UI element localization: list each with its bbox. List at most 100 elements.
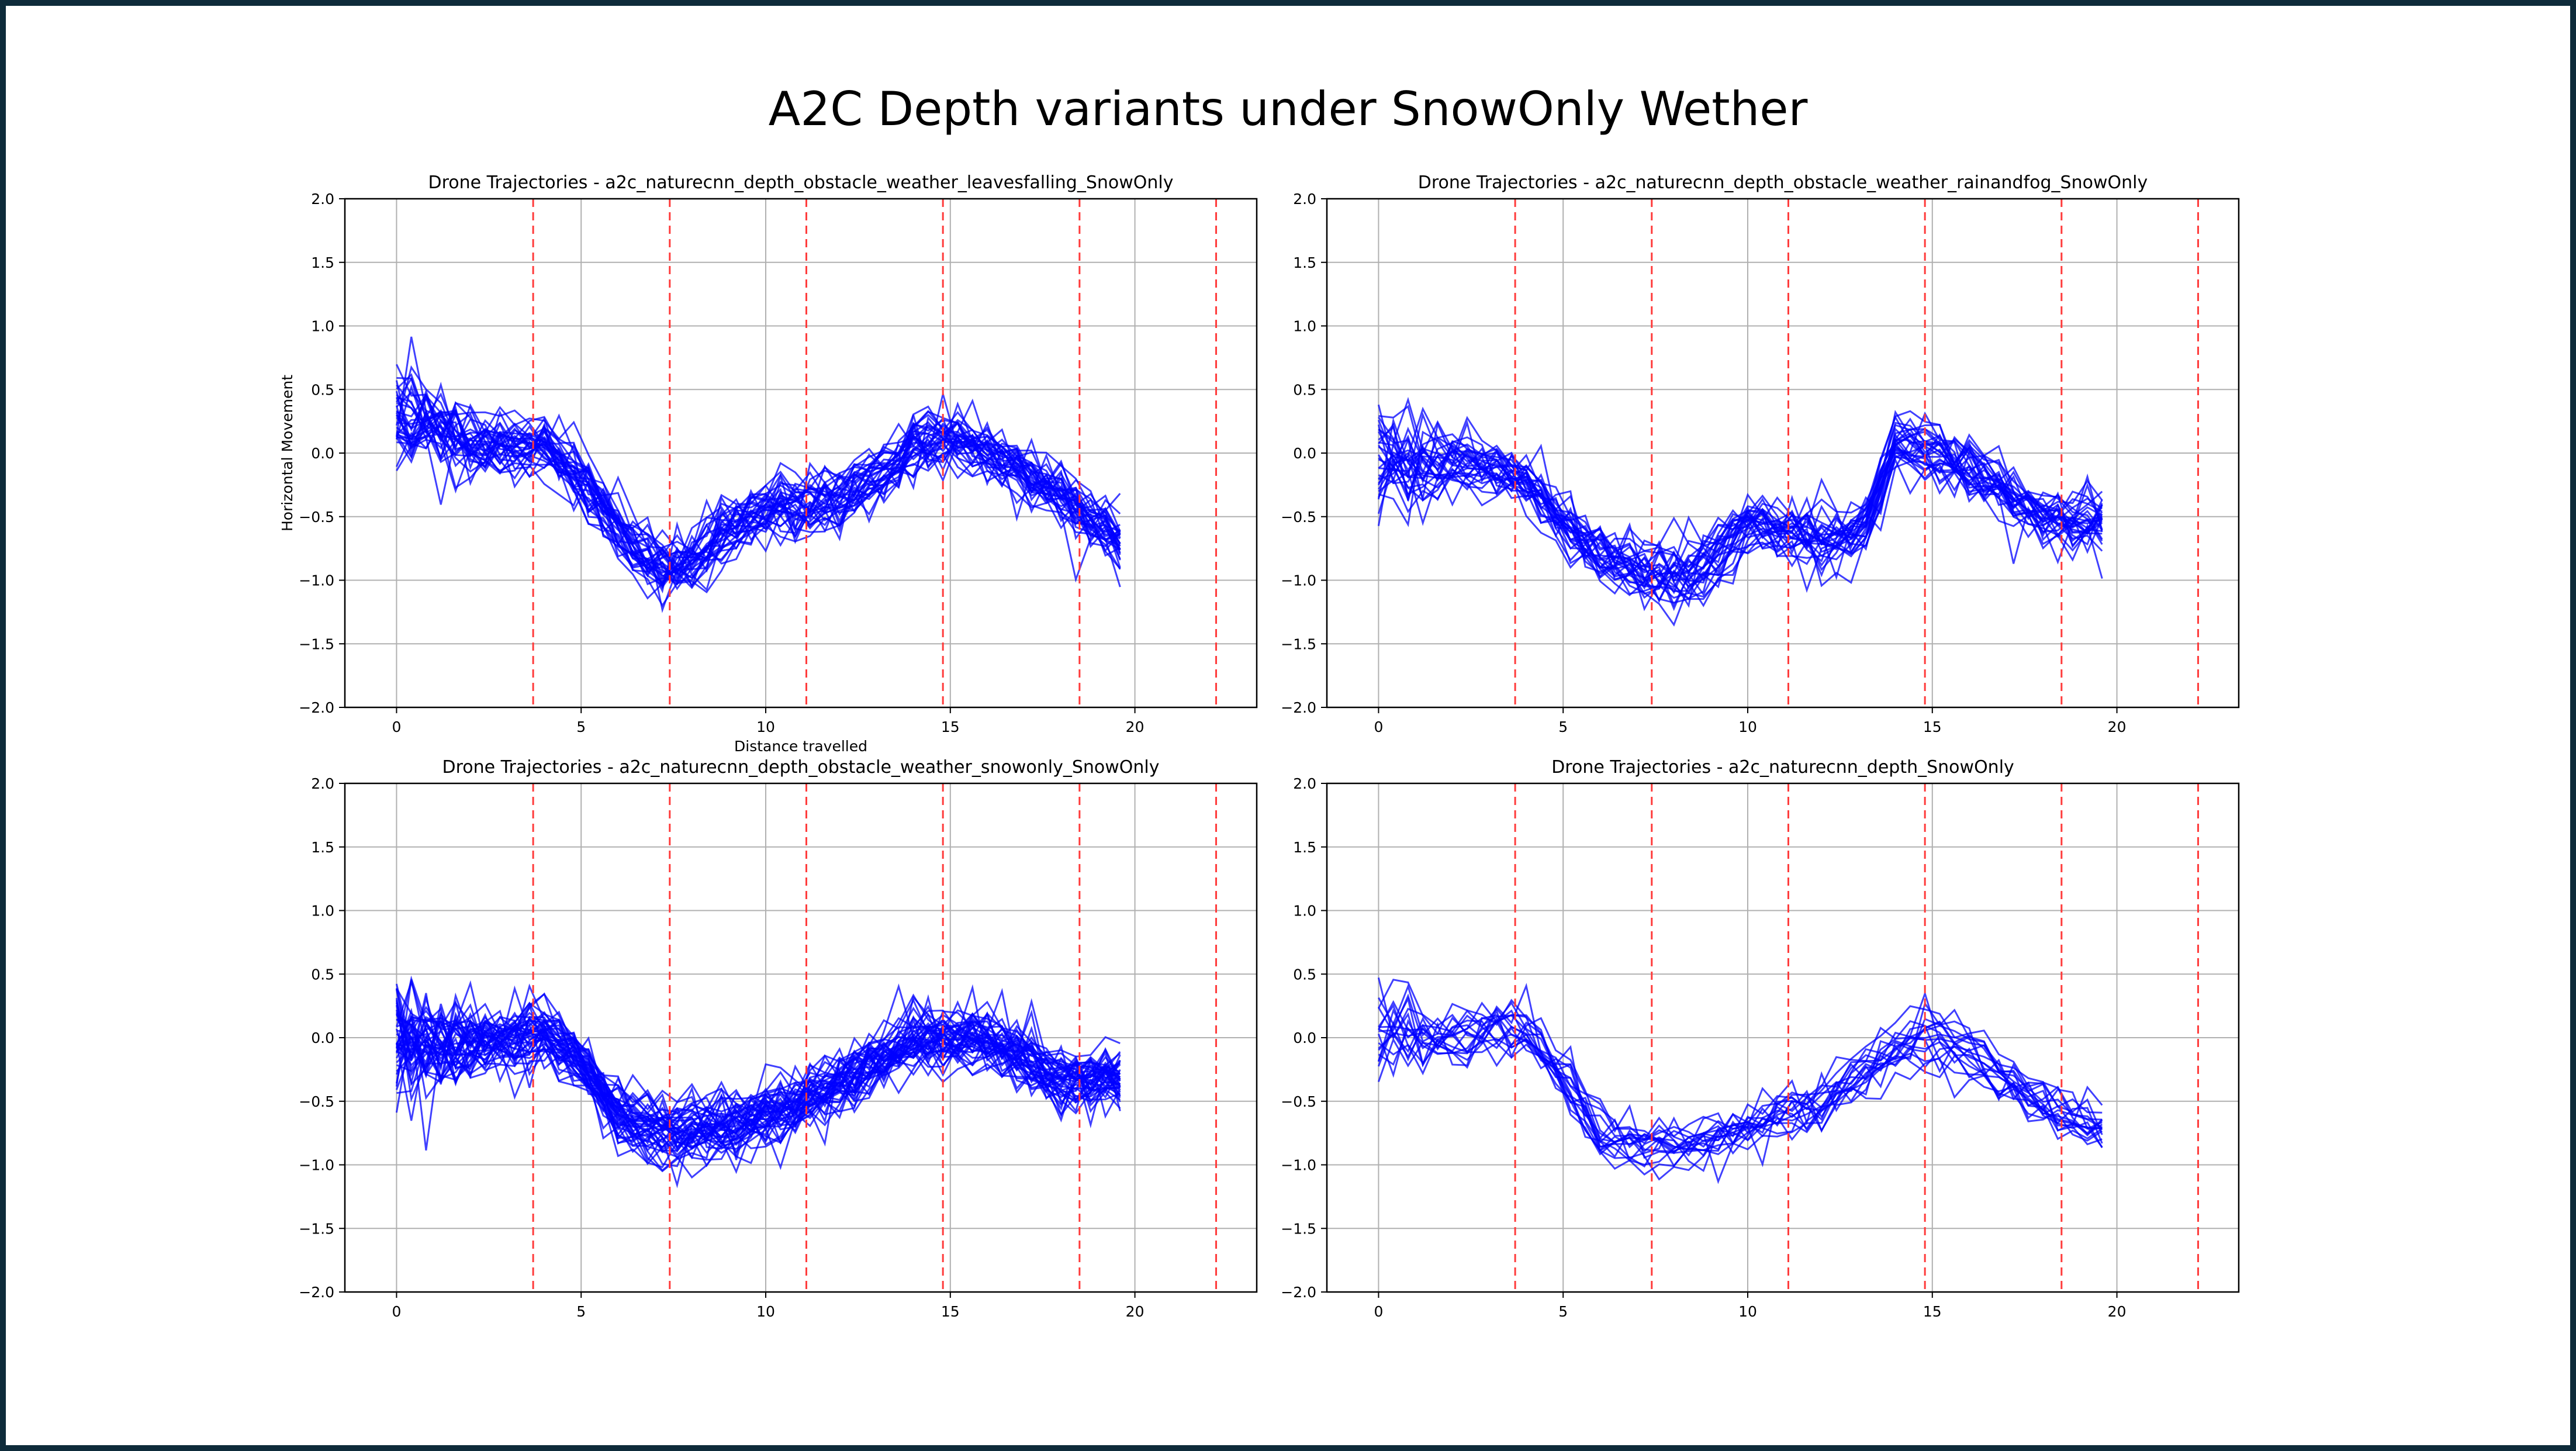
x-tick-label: 0 [392,1303,401,1320]
trajectory-line [396,401,1121,570]
x-tick-label: 5 [1558,718,1568,735]
y-tick-label: −1.5 [1281,1220,1316,1237]
y-tick-label: −1.0 [299,572,334,589]
trajectory-line [1377,1009,2103,1184]
trajectory-line [1377,439,2103,627]
y-tick-label: −1.0 [1281,1157,1316,1174]
x-tick-label: 5 [576,718,586,735]
chart-title: Drone Trajectories - a2c_naturecnn_depth… [442,757,1160,778]
trajectory-line [1378,447,2103,595]
trajectory-line [1378,1004,2103,1167]
y-tick-label: −1.5 [1281,635,1316,652]
y-tick-label: −0.5 [1281,1093,1316,1110]
slide: A2C Depth variants under SnowOnly Wether… [6,6,2570,1445]
trajectory-line [396,391,1121,565]
y-tick-label: 2.0 [1293,775,1316,792]
trajectory-line [396,1010,1121,1179]
trajectory-line [1378,437,2103,568]
y-tick-label: 1.5 [311,839,334,856]
trajectory-line [396,396,1121,576]
x-tick-label: 15 [1923,1303,1942,1320]
y-tick-label: 1.5 [1293,839,1316,856]
y-tick-label: 0.0 [311,445,334,462]
trajectory-line [1377,405,2103,612]
trajectory-line [1378,412,2103,585]
trajectory-line [1378,983,2103,1159]
y-tick-label: 0.5 [311,381,334,398]
y-tick-label: 1.5 [1293,254,1316,271]
chart-title: Drone Trajectories - a2c_naturecnn_depth… [428,172,1173,193]
y-tick-label: −1.5 [299,1220,334,1237]
chart-title: Drone Trajectories - a2c_naturecnn_depth… [1551,757,2014,778]
y-tick-label: 1.0 [311,318,334,335]
trajectory-line [1378,1017,2103,1151]
trajectory-line [1378,1007,2103,1168]
x-tick-label: 10 [1738,718,1757,735]
y-tick-label: −1.0 [1281,572,1316,589]
y-tick-label: −2.0 [299,699,334,716]
trajectory-line [396,396,1121,583]
y-tick-label: 0.5 [311,966,334,983]
trajectory-series [395,336,1121,613]
y-tick-label: 1.5 [311,254,334,271]
trajectory-chart-snowonly: Drone Trajectories - a2c_naturecnn_depth… [299,757,1258,1320]
y-tick-label: 2.0 [311,191,334,208]
x-axis-label: Distance travelled [734,738,867,755]
y-tick-label: 0.0 [1293,445,1316,462]
y-tick-label: −2.0 [1281,1284,1316,1301]
trajectory-line [1377,1025,2103,1155]
y-tick-label: 0.0 [1293,1029,1316,1046]
x-tick-label: 10 [1738,1303,1757,1320]
trajectory-line [1377,977,2103,1155]
trajectory-series [1377,396,2103,627]
y-tick-label: 1.0 [1293,903,1316,920]
trajectory-line [1378,420,2103,590]
trajectory-line [1377,1008,2103,1170]
x-tick-label: 5 [1558,1303,1568,1320]
trajectory-line [1378,420,2103,600]
trajectory-line [396,1000,1121,1174]
x-tick-label: 20 [2108,1303,2127,1320]
trajectory-series [1377,977,2103,1184]
y-tick-label: −0.5 [299,509,334,526]
trajectory-line [1378,406,2103,607]
y-tick-label: 0.5 [1293,381,1316,398]
y-tick-label: −0.5 [299,1093,334,1110]
y-tick-label: −2.0 [1281,699,1316,716]
x-tick-label: 15 [941,1303,960,1320]
y-tick-label: 2.0 [1293,191,1316,208]
x-tick-label: 5 [576,1303,586,1320]
trajectory-line [396,987,1121,1148]
trajectory-line [396,394,1121,607]
y-tick-label: 2.0 [311,775,334,792]
slide-title: A2C Depth variants under SnowOnly Wether [768,82,1808,136]
x-tick-label: 20 [1126,718,1144,735]
x-tick-label: 15 [941,718,960,735]
trajectory-line [1377,410,2103,598]
trajectory-line [396,402,1121,586]
trajectory-line [395,365,1121,587]
chart-title: Drone Trajectories - a2c_naturecnn_depth… [1418,172,2148,193]
trajectory-line [396,995,1121,1133]
trajectory-line [1378,416,2103,604]
trajectory-line [396,373,1121,567]
trajectory-line [396,393,1121,580]
y-axis-label: Horizontal Movement [279,375,296,531]
trajectory-line [396,377,1121,583]
y-tick-label: 1.0 [1293,318,1316,335]
trajectory-series [395,975,1121,1189]
x-tick-label: 0 [1374,1303,1383,1320]
x-tick-label: 15 [1923,718,1942,735]
trajectory-line [396,1012,1121,1160]
x-tick-label: 20 [1126,1303,1144,1320]
y-tick-label: 0.5 [1293,966,1316,983]
x-tick-label: 0 [392,718,401,735]
y-tick-label: 1.0 [311,903,334,920]
trajectory-chart-depth: Drone Trajectories - a2c_naturecnn_depth… [1281,757,2240,1320]
y-tick-label: 0.0 [311,1029,334,1046]
x-tick-label: 10 [756,718,775,735]
x-tick-label: 0 [1374,718,1383,735]
trajectory-line [1377,417,2103,590]
y-tick-label: −1.0 [299,1157,334,1174]
trajectory-chart-rainandfog: Drone Trajectories - a2c_naturecnn_depth… [1281,172,2240,735]
